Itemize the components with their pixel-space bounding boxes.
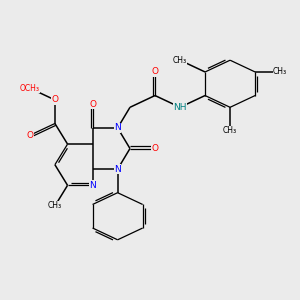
Text: CH₃: CH₃ (223, 126, 237, 135)
Text: CH₃: CH₃ (48, 201, 62, 210)
Text: O: O (152, 144, 158, 153)
Text: O: O (26, 131, 33, 140)
Text: O: O (51, 95, 58, 104)
Text: CH₃: CH₃ (173, 56, 187, 65)
Text: O: O (152, 68, 158, 76)
Text: CH₃: CH₃ (273, 68, 287, 76)
Text: N: N (89, 181, 96, 190)
Text: N: N (114, 165, 121, 174)
Text: NH: NH (173, 103, 187, 112)
Text: OCH₃: OCH₃ (20, 84, 40, 93)
Text: N: N (114, 123, 121, 132)
Text: O: O (89, 100, 96, 109)
